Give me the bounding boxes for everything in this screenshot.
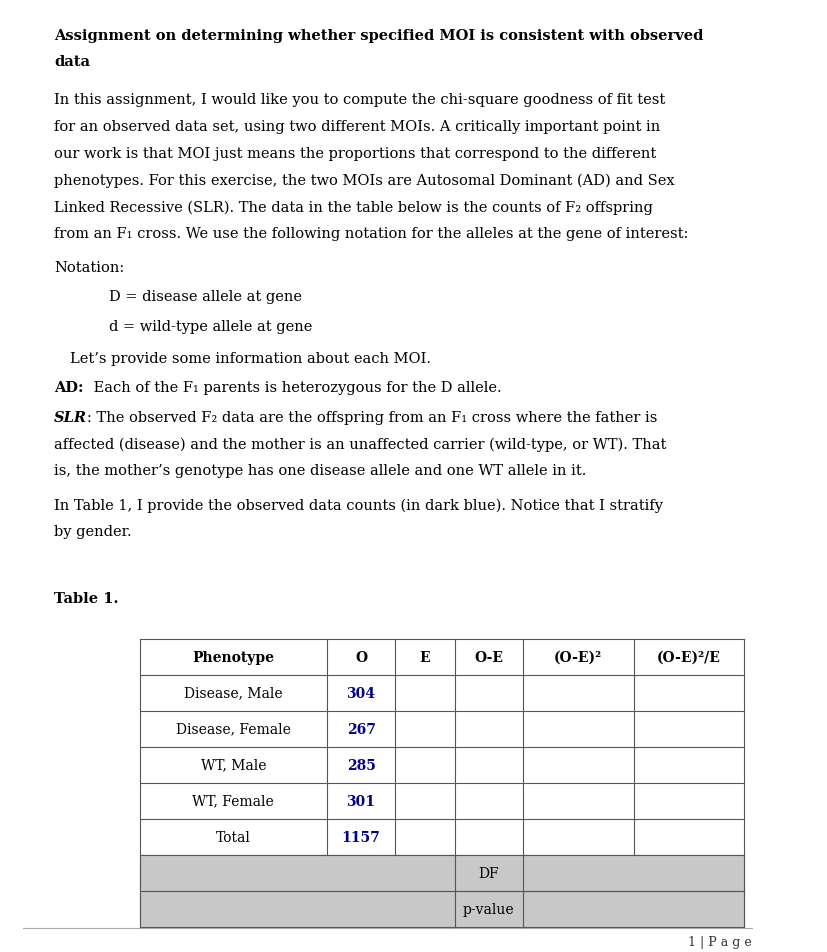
Text: WT, Male: WT, Male xyxy=(200,758,265,772)
Text: Each of the F₁ parents is heterozygous for the D allele.: Each of the F₁ parents is heterozygous f… xyxy=(89,381,501,395)
Text: Assignment on determining whether specified MOI is consistent with observed: Assignment on determining whether specif… xyxy=(55,29,703,43)
Text: from an F₁ cross. We use the following notation for the alleles at the gene of i: from an F₁ cross. We use the following n… xyxy=(55,227,688,241)
Text: for an observed data set, using two different MOIs. A critically important point: for an observed data set, using two diff… xyxy=(55,120,660,134)
Text: d = wild-type allele at gene: d = wild-type allele at gene xyxy=(108,320,312,333)
Text: WT, Female: WT, Female xyxy=(192,794,274,808)
Text: phenotypes. For this exercise, the two MOIs are Autosomal Dominant (AD) and Sex: phenotypes. For this exercise, the two M… xyxy=(55,173,674,188)
Text: SLR: SLR xyxy=(55,410,87,424)
Text: p-value: p-value xyxy=(462,902,514,916)
Text: data: data xyxy=(55,55,90,69)
Text: Let’s provide some information about each MOI.: Let’s provide some information about eac… xyxy=(69,351,430,366)
Text: In Table 1, I provide the observed data counts (in dark blue). Notice that I str: In Table 1, I provide the observed data … xyxy=(55,498,662,512)
Text: 285: 285 xyxy=(347,758,375,772)
Text: (O-E)²: (O-E)² xyxy=(553,650,601,664)
Text: DF: DF xyxy=(478,866,499,880)
Text: is, the mother’s genotype has one disease allele and one WT allele in it.: is, the mother’s genotype has one diseas… xyxy=(55,464,586,477)
Text: 267: 267 xyxy=(347,722,375,736)
Text: D = disease allele at gene: D = disease allele at gene xyxy=(108,290,301,304)
Text: AD:: AD: xyxy=(55,381,84,395)
Text: Total: Total xyxy=(216,830,251,843)
Text: Disease, Male: Disease, Male xyxy=(184,686,282,700)
Text: Linked Recessive (SLR). The data in the table below is the counts of F₂ offsprin: Linked Recessive (SLR). The data in the … xyxy=(55,200,653,214)
Text: by gender.: by gender. xyxy=(55,525,131,538)
Text: 304: 304 xyxy=(347,686,375,700)
Text: 1 | P a g e: 1 | P a g e xyxy=(687,935,751,948)
Text: 301: 301 xyxy=(347,794,375,808)
Bar xyxy=(140,855,743,927)
Text: our work is that MOI just means the proportions that correspond to the different: our work is that MOI just means the prop… xyxy=(55,147,656,161)
Text: 1157: 1157 xyxy=(342,830,380,843)
Text: E: E xyxy=(419,650,430,664)
Text: : The observed F₂ data are the offspring from an F₁ cross where the father is: : The observed F₂ data are the offspring… xyxy=(87,410,657,424)
Text: O: O xyxy=(355,650,366,664)
Text: Table 1.: Table 1. xyxy=(55,591,118,605)
Text: Phenotype: Phenotype xyxy=(192,650,274,664)
Text: O-E: O-E xyxy=(474,650,503,664)
Text: (O-E)²/E: (O-E)²/E xyxy=(657,650,720,664)
Text: In this assignment, I would like you to compute the chi-square goodness of fit t: In this assignment, I would like you to … xyxy=(55,93,665,108)
Text: affected (disease) and the mother is an unaffected carrier (wild-type, or WT). T: affected (disease) and the mother is an … xyxy=(55,437,666,451)
Text: Notation:: Notation: xyxy=(55,261,124,275)
Text: Disease, Female: Disease, Female xyxy=(175,722,290,736)
